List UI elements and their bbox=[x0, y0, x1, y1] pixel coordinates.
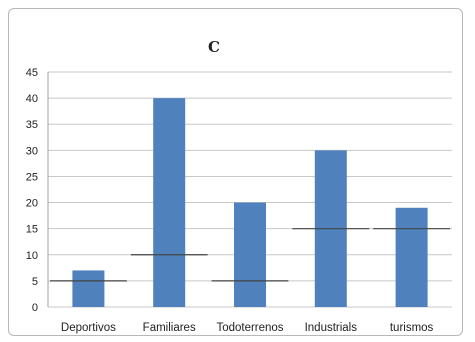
y-tick-label: 35 bbox=[26, 119, 38, 131]
x-tick-label: Todoterrenos bbox=[216, 322, 283, 334]
y-axis: 0 5 10 15 20 25 30 35 40 45 bbox=[26, 67, 48, 314]
x-tick-label: Industrials bbox=[305, 322, 358, 334]
bar-deportivos bbox=[72, 270, 104, 307]
x-tick-label: Familiares bbox=[143, 322, 196, 334]
x-tick-label: turismos bbox=[390, 322, 434, 334]
x-tick-label: Deportivos bbox=[61, 322, 116, 334]
bar-turismos bbox=[396, 208, 428, 307]
y-tick-label: 0 bbox=[32, 302, 38, 314]
y-tick-label: 45 bbox=[26, 67, 38, 79]
y-tick-label: 40 bbox=[26, 93, 38, 105]
y-tick-label: 25 bbox=[26, 171, 38, 183]
y-tick-label: 10 bbox=[26, 250, 38, 262]
x-axis: Deportivos Familiares Todoterrenos Industri… bbox=[61, 322, 434, 334]
y-tick-label: 5 bbox=[32, 276, 38, 288]
y-tick-label: 15 bbox=[26, 224, 38, 236]
bar-familiares bbox=[153, 98, 185, 307]
y-tick-label: 30 bbox=[26, 145, 38, 157]
y-tick-label: 20 bbox=[26, 198, 38, 210]
chart-title: C bbox=[208, 38, 220, 56]
bar-todoterrenos bbox=[234, 203, 266, 307]
